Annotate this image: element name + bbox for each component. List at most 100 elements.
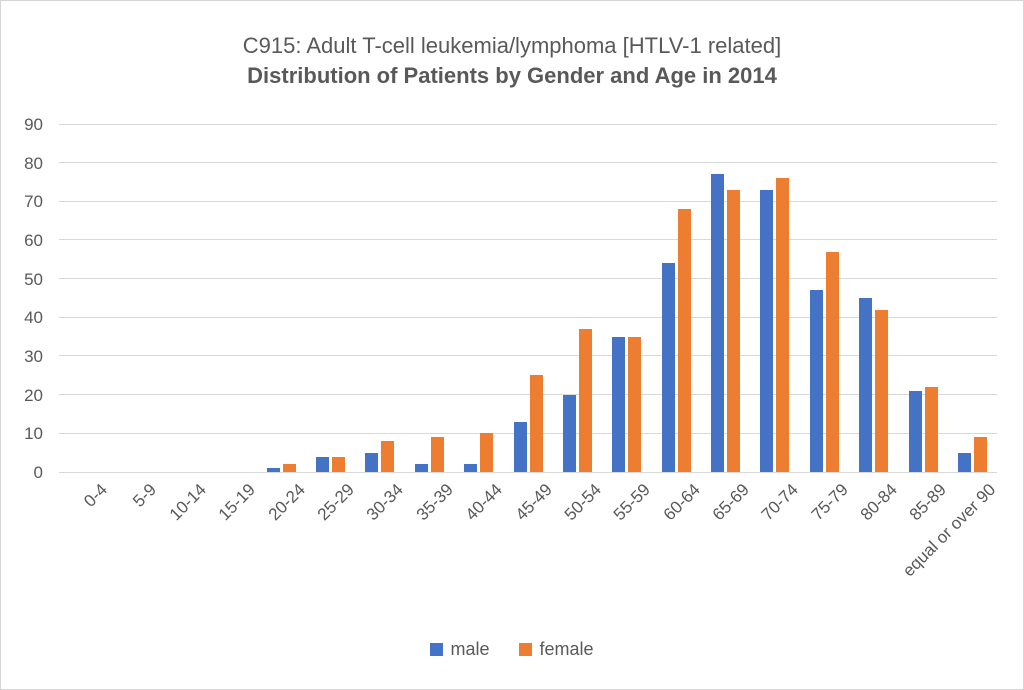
gridline-90 (59, 123, 997, 125)
bar-female-25-29 (332, 456, 346, 472)
bar-group-35-39 (405, 124, 454, 472)
bar-female-55-59 (628, 336, 642, 472)
y-tick-label-30: 30 (24, 346, 43, 366)
bar-group-equal or over 90 (948, 124, 997, 472)
legend: male female (1, 639, 1023, 660)
legend-swatch-female (519, 643, 533, 656)
chart-title-block: C915: Adult T-cell leukemia/lymphoma [HT… (1, 31, 1023, 91)
x-tick-label-text: equal or over 90 (899, 480, 1000, 581)
bar-male-equal or over 90 (957, 452, 971, 472)
bar-group-45-49 (503, 124, 552, 472)
y-tick-label-10: 10 (24, 424, 43, 444)
y-tick-label-90: 90 (24, 115, 43, 134)
x-tick-label-text: 55-59 (609, 480, 655, 525)
bar-male-75-79 (809, 290, 823, 472)
y-tick-label-50: 50 (24, 269, 43, 289)
bar-group-0-4 (59, 124, 108, 472)
bar-group-80-84 (849, 124, 898, 472)
legend-item-male: male (430, 639, 489, 660)
x-tick-label-text: 25-29 (313, 480, 358, 525)
plot-area: 0 10 20 30 40 50 60 70 80 90 (24, 116, 997, 481)
x-tick-label-text: 0-4 (80, 480, 112, 511)
gridline-70 (59, 200, 997, 202)
x-tick-label-text: 80-84 (856, 480, 902, 525)
gridline-80 (59, 162, 997, 164)
y-tick-label-60: 60 (24, 230, 43, 250)
x-tick-label-text: 30-34 (363, 480, 408, 525)
bar-female-45-49 (529, 375, 543, 472)
x-tick-label-text: 50-54 (560, 480, 605, 525)
x-tick-label-text: 35-39 (412, 480, 457, 525)
bar-male-60-64 (661, 263, 675, 472)
bar-female-20-24 (282, 464, 296, 472)
bar-female-35-39 (430, 437, 444, 472)
x-tick-label-text: 65-69 (708, 480, 753, 525)
bar-male-45-49 (513, 421, 527, 472)
gridline-20 (59, 394, 997, 396)
bar-group-70-74 (750, 124, 799, 472)
y-tick-label-80: 80 (24, 153, 43, 173)
x-tick-label-text: 40-44 (461, 480, 507, 525)
x-tick-label-text: 20-24 (264, 480, 309, 525)
chart-subtitle: Distribution of Patients by Gender and A… (247, 63, 777, 88)
bar-group-65-69 (701, 124, 750, 472)
y-tick-label-20: 20 (24, 385, 43, 405)
x-tick-label-text: 85-89 (906, 480, 951, 525)
bar-female-85-89 (924, 386, 938, 472)
bar-group-40-44 (454, 124, 503, 472)
y-tick-label-70: 70 (24, 192, 43, 212)
bar-female-equal or over 90 (973, 437, 987, 472)
legend-label-male: male (450, 639, 490, 659)
x-tick-label-text: 75-79 (807, 480, 852, 525)
y-tick-label-0: 0 (33, 463, 43, 482)
x-tick-label-text: 45-49 (511, 480, 556, 525)
gridline-10 (59, 432, 997, 434)
bar-male-25-29 (316, 456, 330, 472)
bar-group-75-79 (800, 124, 849, 472)
gridline-30 (59, 355, 997, 357)
gridline-0 (59, 471, 997, 473)
bar-series-container (59, 124, 997, 472)
bar-female-70-74 (776, 178, 790, 472)
x-tick-label-text: 60-64 (659, 480, 704, 525)
x-tick-label-text: 5-9 (129, 480, 161, 511)
gridline-40 (59, 316, 997, 318)
bar-group-30-34 (355, 124, 404, 472)
bar-male-65-69 (711, 174, 725, 472)
bar-female-75-79 (825, 251, 839, 472)
bar-male-70-74 (760, 189, 774, 472)
bar-female-40-44 (480, 433, 494, 472)
bar-group-10-14 (158, 124, 207, 472)
bar-group-15-19 (207, 124, 256, 472)
bar-group-60-64 (652, 124, 701, 472)
bar-group-20-24 (257, 124, 306, 472)
bar-male-80-84 (859, 298, 873, 472)
bar-female-50-54 (578, 328, 592, 472)
bar-group-5-9 (108, 124, 157, 472)
bar-group-85-89 (898, 124, 947, 472)
bar-female-80-84 (875, 309, 889, 472)
x-tick-label-text: 10-14 (165, 480, 210, 525)
x-tick-label-text: 70-74 (758, 480, 803, 525)
x-tick-label-text: 15-19 (215, 480, 260, 525)
bar-male-20-24 (266, 468, 280, 472)
legend-label-female: female (539, 639, 594, 659)
x-axis-tick-labels: 0-4 5-9 10-14 15-19 20-24 25-29 30-34 35-39 40-4… (59, 480, 1000, 610)
bar-group-50-54 (553, 124, 602, 472)
bar-female-65-69 (727, 189, 741, 472)
bar-male-50-54 (562, 394, 576, 472)
bar-male-35-39 (414, 464, 428, 472)
chart-title: C915: Adult T-cell leukemia/lymphoma [HT… (242, 33, 782, 58)
legend-item-female: female (519, 639, 594, 660)
bar-male-30-34 (365, 452, 379, 472)
gridline-60 (59, 239, 997, 241)
bar-female-60-64 (677, 209, 691, 472)
y-tick-label-40: 40 (24, 308, 43, 328)
bar-male-85-89 (908, 390, 922, 472)
bar-male-55-59 (612, 336, 626, 472)
bar-group-25-29 (306, 124, 355, 472)
gridline-50 (59, 278, 997, 280)
bar-male-40-44 (464, 464, 478, 472)
bar-female-30-34 (381, 441, 395, 472)
